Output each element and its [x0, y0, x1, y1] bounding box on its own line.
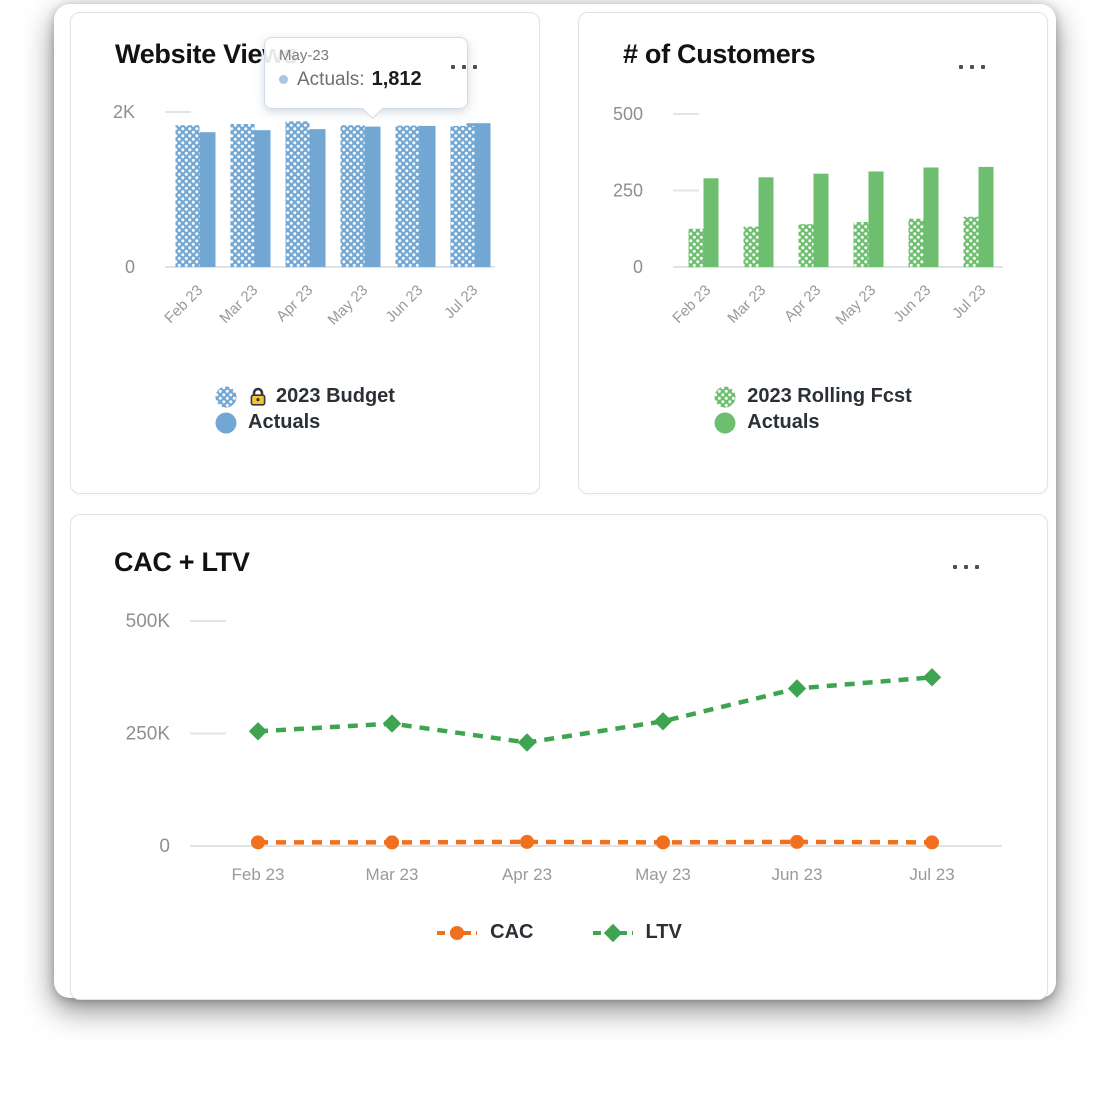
legend-item-cac[interactable]: CAC [436, 921, 534, 944]
line-chart-svg: 500K 250K 0 Feb 23 Mar 23 Apr 23 May 23 Jun 23 J… [126, 611, 1002, 884]
card-menu-button[interactable] [447, 61, 481, 73]
svg-text:500K: 500K [126, 611, 171, 632]
svg-text:Jun 23: Jun 23 [382, 282, 426, 326]
svg-text:Mar 23: Mar 23 [366, 865, 419, 884]
svg-text:Jun 23: Jun 23 [771, 865, 822, 884]
cac-ltv-chart[interactable]: 500K 250K 0 Feb 23 Mar 23 Apr 23 May 23 Jun 23 J… [85, 599, 1033, 919]
ellipsis-icon [959, 65, 963, 69]
svg-text:Feb 23: Feb 23 [669, 282, 714, 327]
ellipsis-icon [953, 565, 957, 569]
svg-text:Apr 23: Apr 23 [781, 282, 824, 325]
actuals-series-swatch [714, 412, 736, 434]
ltv-series-swatch [592, 923, 634, 942]
legend-item-actuals[interactable]: Actuals [215, 411, 395, 434]
dashboard-panel: Website Views 2K 0 Feb 23 Mar 23 Apr 23 May 2… [54, 4, 1056, 1000]
card-title: CAC + LTV [114, 547, 250, 577]
svg-text:250: 250 [613, 181, 643, 201]
legend-label: LTV [645, 921, 682, 943]
website-views-card: Website Views 2K 0 Feb 23 Mar 23 Apr 23 May 2… [70, 12, 540, 494]
lock-icon [248, 387, 268, 407]
svg-text:0: 0 [633, 257, 643, 277]
legend-label: CAC [490, 921, 534, 943]
tooltip-value: 1,812 [371, 68, 422, 90]
card-menu-button[interactable] [955, 61, 989, 73]
cac-series-swatch [436, 924, 478, 942]
svg-text:May 23: May 23 [833, 282, 880, 329]
card-menu-button[interactable] [949, 561, 983, 573]
legend-item-ltv[interactable]: LTV [592, 921, 682, 944]
svg-text:Jul 23: Jul 23 [909, 865, 954, 884]
chart-legend: 2023 Budget Actuals [71, 385, 539, 434]
svg-text:2K: 2K [113, 102, 135, 122]
legend-label: Actuals [248, 411, 321, 433]
svg-text:Apr 23: Apr 23 [502, 865, 552, 884]
legend-item-actuals[interactable]: Actuals [714, 411, 912, 434]
svg-text:500: 500 [613, 104, 643, 124]
actuals-series-swatch [215, 412, 237, 434]
svg-text:0: 0 [125, 257, 135, 277]
svg-text:Jul 23: Jul 23 [441, 282, 481, 322]
series-dot-icon [279, 75, 288, 84]
legend-item-rolling-fcst[interactable]: 2023 Rolling Fcst [714, 385, 912, 408]
svg-text:Jul 23: Jul 23 [949, 282, 989, 322]
svg-text:Apr 23: Apr 23 [273, 282, 316, 325]
svg-text:Feb 23: Feb 23 [232, 865, 285, 884]
legend-label: Actuals [747, 411, 820, 433]
bar-chart-svg: 2K 0 Feb 23 Mar 23 Apr 23 May 23 Jun 23 Jul 23 [113, 102, 495, 329]
svg-text:May 23: May 23 [325, 282, 372, 329]
tooltip-date: May-23 [279, 47, 330, 64]
legend-label: 2023 Rolling Fcst [747, 385, 912, 407]
chart-tooltip: May-23 Actuals: 1,812 [264, 37, 468, 109]
ellipsis-icon [451, 65, 455, 69]
svg-text:Mar 23: Mar 23 [724, 282, 769, 327]
chart-legend: CAC LTV [71, 921, 1047, 944]
customers-chart[interactable]: 500 250 0 Feb 23 Mar 23 Apr 23 May 23 Jun 23 Jul… [591, 99, 1037, 399]
bar-chart-svg: 500 250 0 Feb 23 Mar 23 Apr 23 May 23 Jun 23 Jul… [613, 104, 1003, 329]
card-title: # of Customers [623, 39, 816, 69]
customers-card: # of Customers 500 250 0 Feb 23 Mar 23 Apr 23… [578, 12, 1048, 494]
svg-text:0: 0 [159, 836, 170, 857]
website-views-chart[interactable]: 2K 0 Feb 23 Mar 23 Apr 23 May 23 Jun 23 Jul 23 [83, 99, 529, 399]
svg-text:Mar 23: Mar 23 [216, 282, 261, 327]
svg-text:250K: 250K [126, 724, 171, 745]
budget-series-swatch [215, 386, 237, 408]
forecast-series-swatch [714, 386, 736, 408]
legend-item-budget[interactable]: 2023 Budget [215, 385, 395, 408]
svg-text:Jun 23: Jun 23 [890, 282, 934, 326]
svg-text:Feb 23: Feb 23 [161, 282, 206, 327]
cac-ltv-card: CAC + LTV 500K 250K 0 Feb 23 Mar 23 Apr 23 May… [70, 514, 1048, 1000]
chart-legend: 2023 Rolling Fcst Actuals [579, 385, 1047, 434]
svg-text:May 23: May 23 [635, 865, 691, 884]
legend-label: 2023 Budget [276, 385, 395, 407]
tooltip-series-label: Actuals: [297, 68, 365, 90]
